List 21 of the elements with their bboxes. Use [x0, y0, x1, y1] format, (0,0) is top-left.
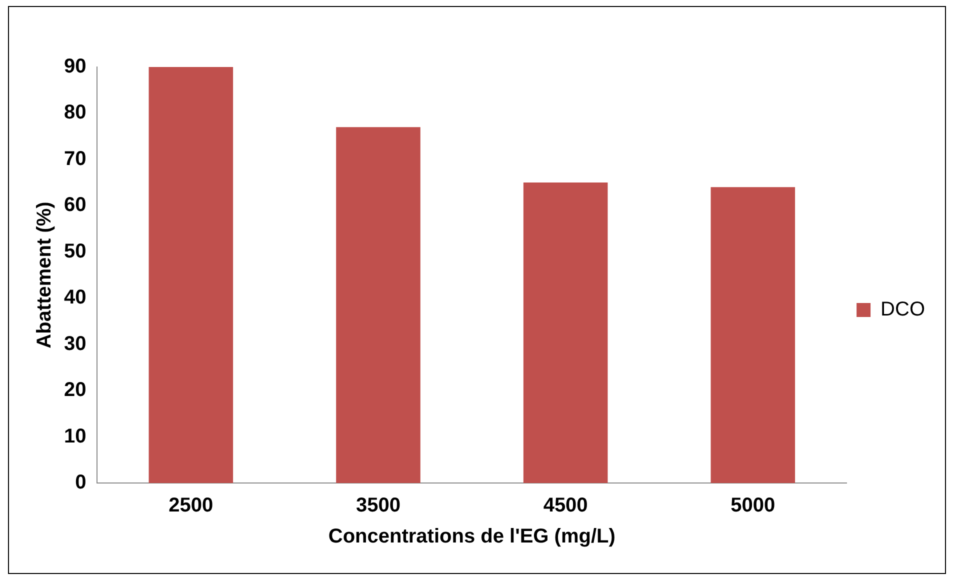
- bar: [523, 182, 608, 483]
- y-tick-label: 70: [64, 148, 86, 170]
- x-tick-label: 2500: [168, 494, 214, 517]
- y-axis-title: Abattement (%): [34, 202, 56, 348]
- y-tick-label: 90: [64, 56, 86, 78]
- y-tick-label: 60: [64, 194, 86, 216]
- x-tick-label: 3500: [356, 494, 400, 517]
- y-tick-label: 50: [64, 240, 86, 262]
- y-tick-label: 0: [75, 472, 86, 494]
- x-tick-label: 5000: [730, 494, 776, 517]
- y-tick-label: 10: [64, 425, 86, 448]
- bar: [710, 187, 796, 483]
- bar: [148, 67, 234, 483]
- x-axis-title: Concentrations de l'EG (mg/L): [328, 526, 616, 548]
- x-tick-label: 4500: [543, 494, 588, 517]
- y-tick-label: 30: [64, 332, 86, 355]
- legend-label: DCO: [880, 298, 926, 321]
- bar: [336, 127, 420, 483]
- y-tick-label: 40: [64, 286, 86, 309]
- y-tick-label: 80: [64, 102, 86, 124]
- y-tick-label: 20: [64, 379, 86, 402]
